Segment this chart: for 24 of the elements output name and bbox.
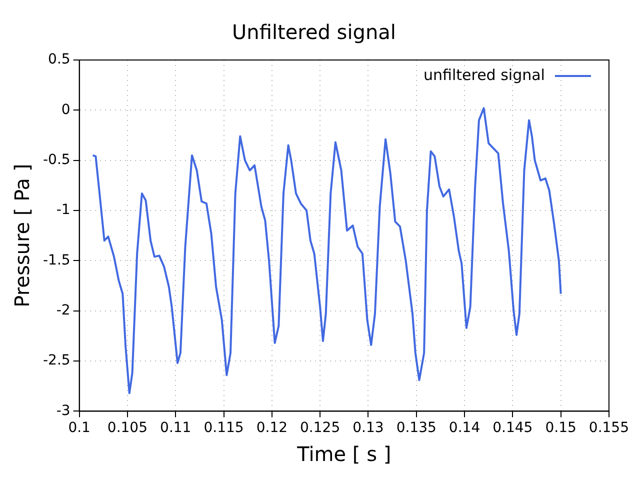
y-tick-label: -2.5 — [42, 352, 70, 369]
y-tick-label: 0.5 — [48, 52, 70, 68]
x-tick-label: 0.12 — [256, 420, 288, 436]
x-tick-label: 0.15 — [545, 420, 576, 436]
x-tick-label: 0.105 — [107, 420, 148, 436]
x-tick-label: 0.1 — [68, 420, 90, 436]
y-tick-label: 0 — [61, 102, 70, 118]
x-tick-label: 0.14 — [448, 420, 480, 436]
x-tick-label: 0.115 — [204, 420, 244, 436]
y-tick-label: -1.5 — [42, 252, 70, 268]
x-tick-label: 0.155 — [588, 420, 630, 436]
x-tick-label: 0.125 — [300, 420, 340, 436]
y-tick-label: -2 — [56, 302, 70, 318]
y-tick-label: -1 — [56, 202, 70, 218]
y-tick-label: -3 — [56, 402, 70, 419]
x-tick-label: 0.135 — [396, 420, 436, 436]
x-tick-label: 0.145 — [492, 420, 533, 436]
y-axis-title: Pressure [ Pa ] — [10, 164, 34, 308]
x-tick-label: 0.13 — [352, 420, 384, 436]
legend-label: unfiltered signal — [423, 66, 545, 84]
y-tick-label: -0.5 — [42, 152, 70, 168]
x-axis-title: Time [ s ] — [296, 442, 392, 466]
chart-title: Unfiltered signal — [232, 20, 396, 44]
x-tick-label: 0.11 — [160, 420, 192, 436]
